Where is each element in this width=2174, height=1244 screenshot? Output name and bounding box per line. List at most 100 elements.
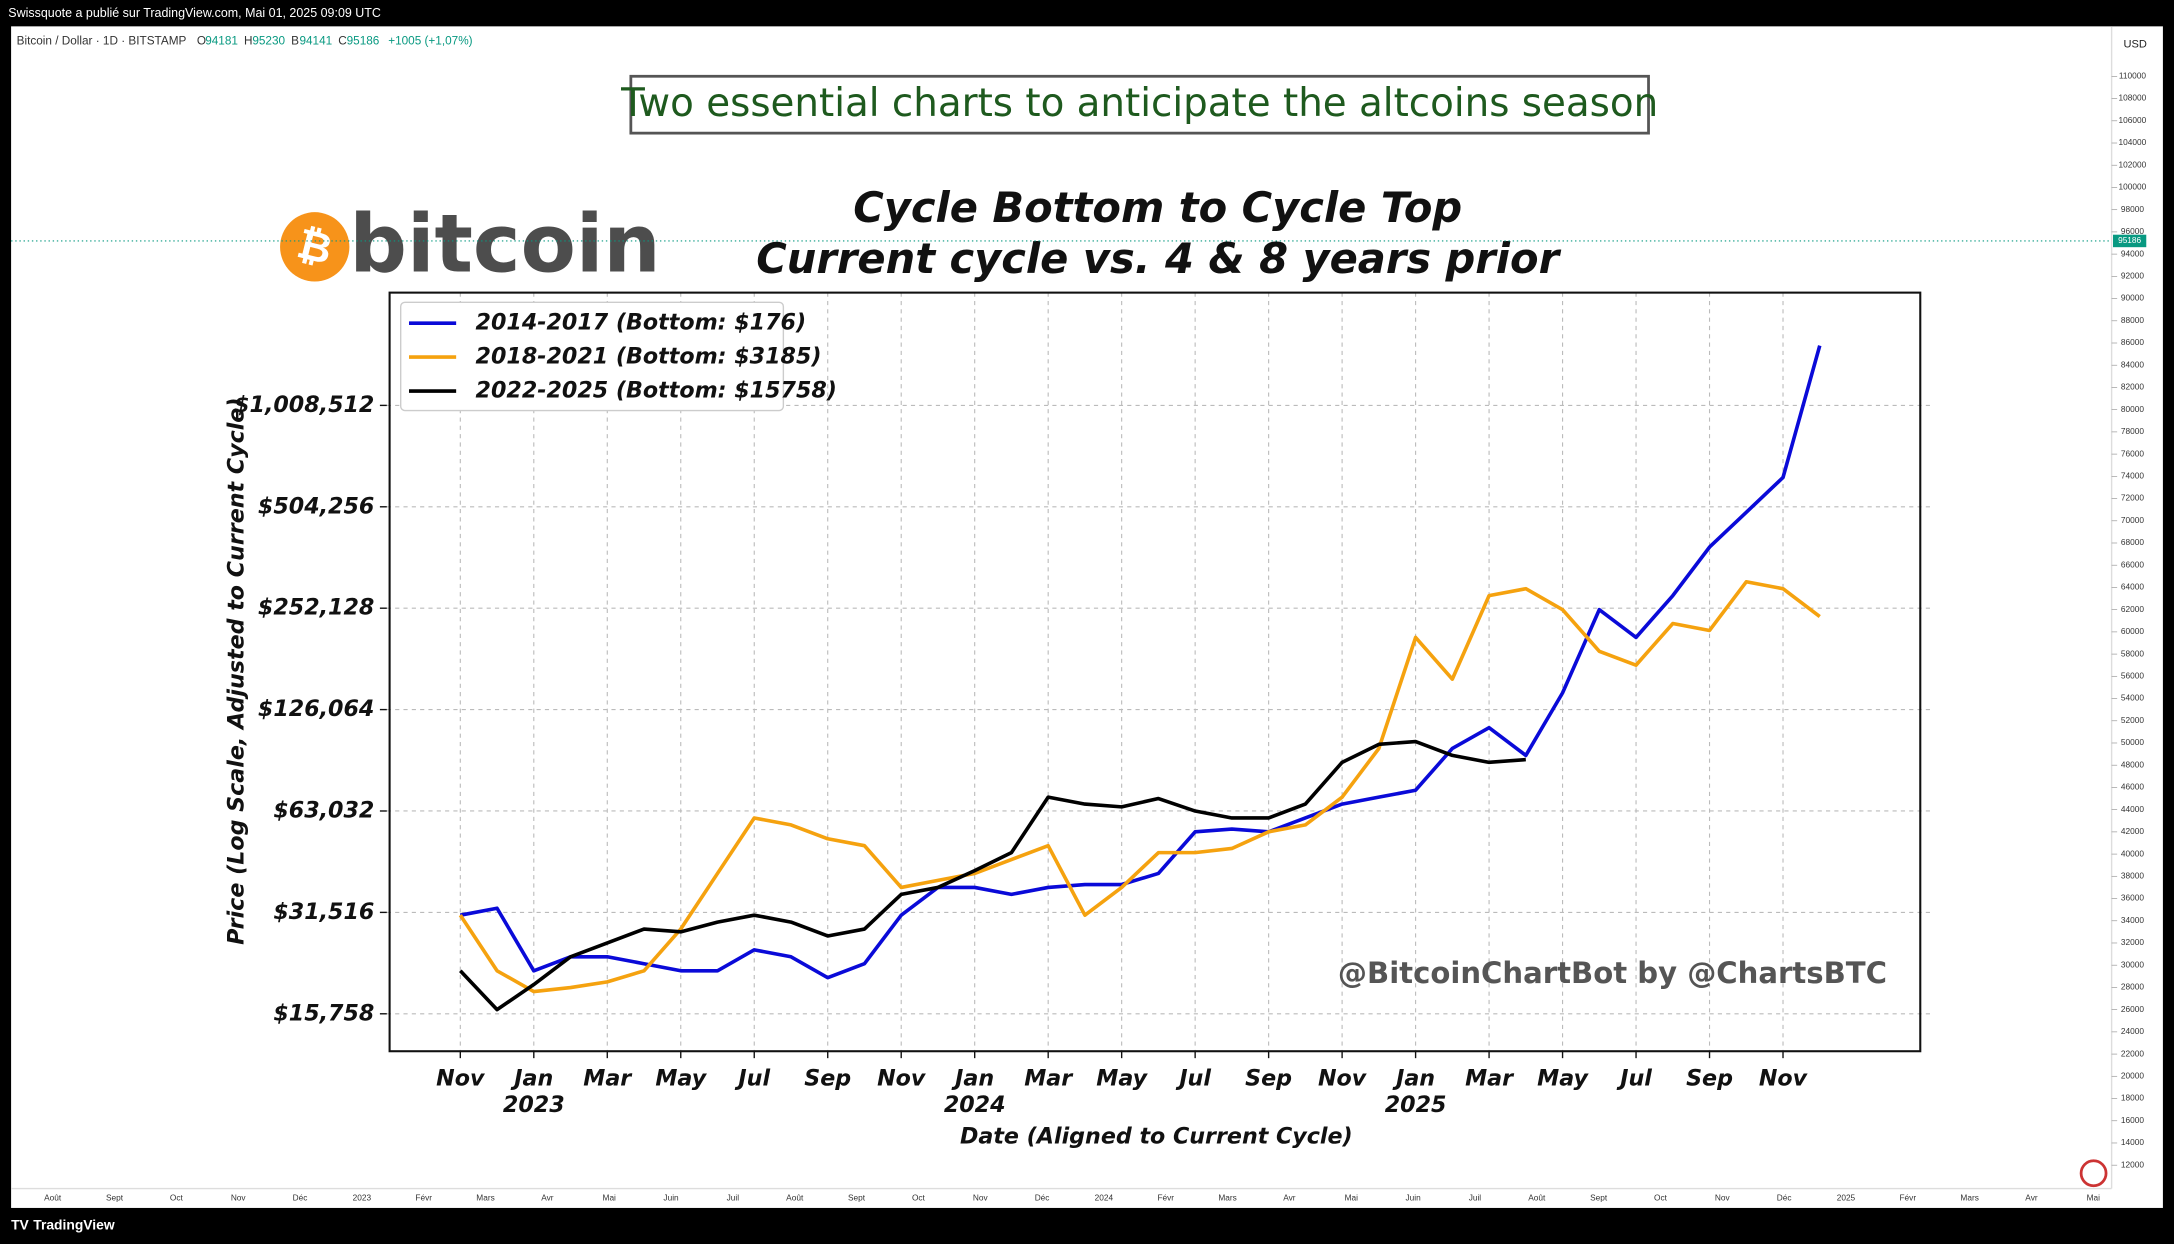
time-label: Mai [2087,1192,2101,1202]
price-tick-label: 24000 [2121,1026,2144,1036]
price-tick-label: 34000 [2121,915,2144,925]
y-tick-label: $15,758 [273,1000,374,1026]
price-tick-label: 98000 [2121,204,2144,214]
last-price-tag [2112,234,2147,248]
logo-coin [280,212,350,282]
banner-box [629,74,1650,135]
x-tick-label: May [1537,1065,1589,1091]
time-label: Juil [727,1192,740,1202]
watermark: @BitcoinChartBot by @ChartsBTC [1338,956,1887,990]
chart-title: Cycle Bottom to Cycle Top [853,183,1462,232]
time-label: Juin [663,1192,679,1202]
x-year-label: 2025 [1385,1092,1447,1118]
x-year-label: 2023 [503,1092,565,1118]
time-label: Févr [1899,1192,1916,1202]
time-label: Déc [1777,1192,1792,1202]
x-tick-label: Mar [583,1065,633,1091]
x-tick-label: Sep [804,1065,851,1091]
time-label: Nov [973,1192,989,1202]
price-tick-label: 50000 [2121,737,2144,747]
price-tick-label: 78000 [2121,426,2144,436]
price-tick-label: 72000 [2121,493,2144,503]
plot-frame [388,291,1922,1053]
time-label: Sept [1590,1192,1608,1202]
price-tick-label: 20000 [2121,1070,2144,1080]
time-label: Févr [1157,1192,1174,1202]
price-tick-label: 102000 [2119,159,2147,169]
price-tick-label: 40000 [2121,848,2144,858]
x-tick-label: Nov [1318,1065,1368,1091]
time-label: Juil [1469,1192,1482,1202]
price-tick-label: 38000 [2121,871,2144,881]
x-tick-label: Mar [1465,1065,1515,1091]
price-tick-label: 52000 [2121,715,2144,725]
time-label: Août [786,1192,804,1202]
x-tick-label: Jul [734,1065,770,1091]
x-tick-label: May [1096,1065,1148,1091]
series-line [458,579,1821,994]
brand: TradingView [33,1217,115,1233]
ohlc-value: 94181 [205,35,238,48]
price-tick-label: 60000 [2121,626,2144,636]
price-tick-label: 62000 [2121,604,2144,614]
price-tick-label: 104000 [2119,137,2147,147]
time-label: Avr [2025,1192,2038,1202]
price-tick-label: 76000 [2121,448,2144,458]
price-tick-label: 80000 [2121,404,2144,414]
legend-box [399,301,785,412]
time-label: Nov [1715,1192,1731,1202]
x-tick-label: Sep [1686,1065,1733,1091]
ohlc-value: 95230 [252,35,285,48]
x-tick-label: Jan [510,1065,553,1091]
price-tick-label: 22000 [2121,1048,2144,1058]
publisher: Swissquote a publié sur TradingView.com,… [8,6,381,20]
y-tick-label: $31,516 [273,899,374,925]
price-tick-label: 90000 [2121,293,2144,303]
flag-icon [2079,1159,2108,1188]
change: +1005 (+1,07%) [388,35,472,48]
x-tick-label: Jul [1616,1065,1652,1091]
banner: Two essential charts to anticipate the a… [620,81,1658,126]
time-label: Avr [1283,1192,1296,1202]
time-label: Févr [415,1192,432,1202]
time-label: Juin [1405,1192,1421,1202]
price-tick-label: 56000 [2121,671,2144,681]
price-tick-label: 44000 [2121,804,2144,814]
x-year-label: 2024 [944,1092,1006,1118]
price-tick-label: 32000 [2121,937,2144,947]
ohlc-label: C [338,35,347,48]
ohlc-value: 94141 [299,35,332,48]
logo-text: bitcoin [349,197,660,291]
price-tick-label: 14000 [2121,1137,2144,1147]
price-tick-label: 70000 [2121,515,2144,525]
currency: USD [2123,38,2146,50]
price-tick-label: 74000 [2121,471,2144,481]
x-tick-label: Nov [436,1065,486,1091]
price-tick-label: 18000 [2121,1093,2144,1103]
ohlc-label: H [244,35,252,48]
price-tick-label: 66000 [2121,559,2144,569]
price-tick-label: 88000 [2121,315,2144,325]
y-tick-label: $1,008,512 [234,392,374,418]
price-tick-label: 108000 [2119,93,2147,103]
x-tick-label: Jan [1392,1065,1435,1091]
x-tick-label: Sep [1245,1065,1292,1091]
price-tick-label: 84000 [2121,359,2144,369]
time-label: Août [44,1192,62,1202]
x-tick-label: Jan [951,1065,994,1091]
legend-label: 2018-2021 (Bottom: $3185) [476,344,822,370]
time-label: Déc [293,1192,308,1202]
time-label: Oct [170,1192,184,1202]
time-label: Oct [1654,1192,1668,1202]
time-label: Août [1528,1192,1546,1202]
ohlc-label: O [197,35,206,48]
price-tick-label: 12000 [2121,1159,2144,1169]
series-line [459,345,1822,980]
y-axis-label: Price (Log Scale, Adjusted to Current Cy… [224,398,250,945]
price-tick-label: 58000 [2121,648,2144,658]
price-tick-label: 42000 [2121,826,2144,836]
plot-background [386,292,1930,1052]
price-tick-label: 28000 [2121,982,2144,992]
x-tick-label: May [655,1065,707,1091]
time-label: Mai [1345,1192,1359,1202]
